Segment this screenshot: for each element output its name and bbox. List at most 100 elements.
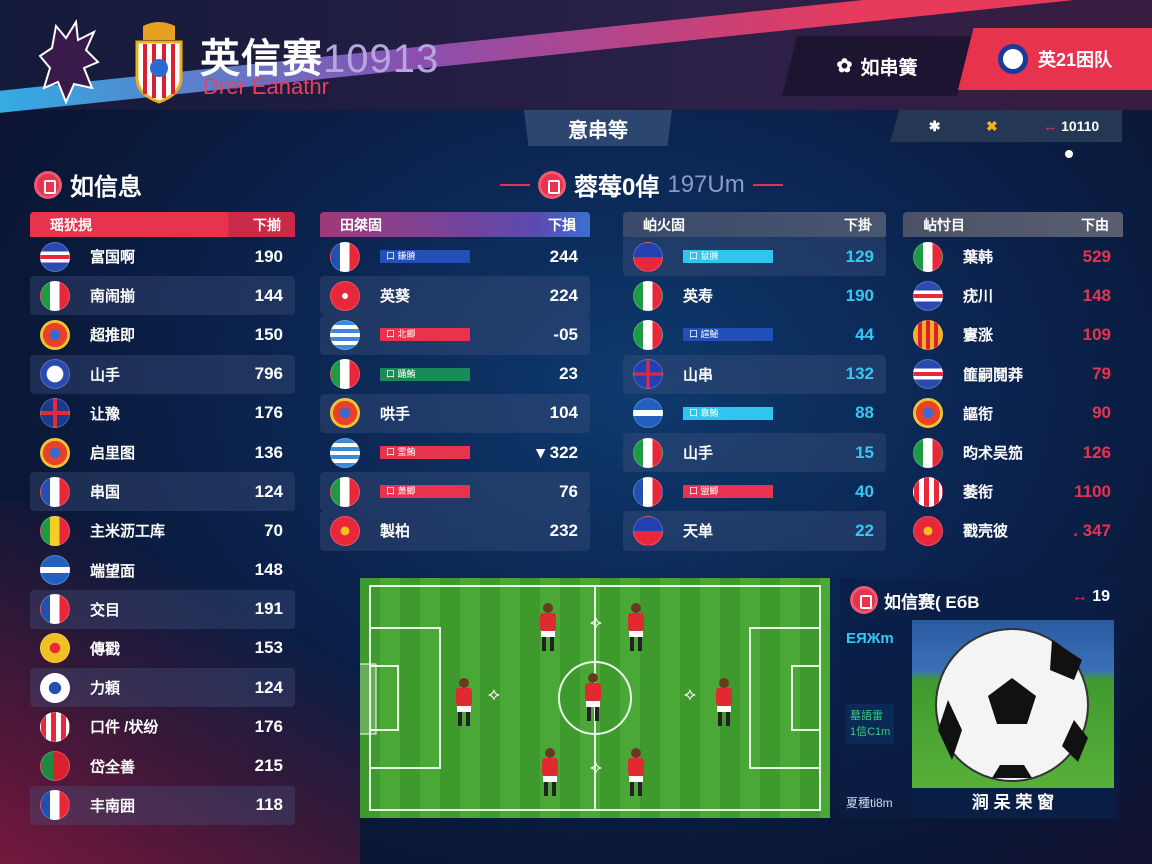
table-row[interactable]: 主米沥工库 70 <box>30 511 295 550</box>
table-row[interactable]: 萎衔 1100 <box>903 472 1123 511</box>
player-figure[interactable] <box>585 673 601 721</box>
arrows-icon[interactable]: ↔ 10110 <box>1043 118 1100 134</box>
table-row[interactable]: 口 靠鮪 88 <box>623 394 886 433</box>
crest-flag-icon <box>40 437 70 468</box>
bar-label: 口 萧鯽 <box>380 485 470 499</box>
table-row[interactable]: 英葵 224 <box>320 276 590 316</box>
player-figure[interactable] <box>542 748 558 796</box>
row-name: 岱全善 <box>90 758 136 776</box>
formation-pitch[interactable]: ⟡ ⟡ ⟡ ⟡ <box>360 578 830 818</box>
table-row[interactable]: 岱全善 215 <box>30 746 295 785</box>
table-header-right[interactable]: 下掛 <box>844 216 872 233</box>
player-figure[interactable] <box>628 748 644 796</box>
table-row[interactable]: 超推即 150 <box>30 315 295 354</box>
tools-icon[interactable]: ✖ <box>985 117 998 134</box>
red-stripes-flag-icon <box>40 711 70 742</box>
indicator-dot <box>1065 150 1073 158</box>
league-logo <box>38 19 100 104</box>
table-row[interactable]: 南闹揃 144 <box>30 276 295 316</box>
title-number: 10913 <box>323 37 440 81</box>
table-row[interactable]: 让豫 176 <box>30 394 295 433</box>
table-row[interactable]: 力頼 124 <box>30 668 295 708</box>
table-row[interactable]: 篚嗣鬩莽 79 <box>903 355 1123 394</box>
info-label-green-2: 1信C1m <box>850 726 891 738</box>
boots-icon: ⟡ <box>684 684 696 705</box>
player-figure[interactable] <box>716 678 732 726</box>
table-header: 岶火固 下掛 <box>623 212 886 237</box>
table-row[interactable]: 戳壳彼 . 347 <box>903 511 1123 550</box>
row-value: 104 <box>549 403 578 423</box>
row-value: 224 <box>549 285 578 305</box>
table-header-label: 田桀固 <box>340 216 382 233</box>
divider <box>752 183 783 186</box>
player-figure[interactable] <box>456 678 472 726</box>
table-row[interactable]: 口 北鯽 -05 <box>320 315 590 355</box>
table-row[interactable]: 葉韩 529 <box>903 237 1123 276</box>
table-row[interactable]: 傳戳 153 <box>30 629 295 668</box>
table-header-right[interactable]: 下由 <box>1081 216 1109 233</box>
table-row[interactable]: 口件 /状纷 176 <box>30 707 295 746</box>
table-row[interactable]: 口 霊鮪 ▾ 322 <box>320 433 590 472</box>
row-value: . 347 <box>1073 520 1111 540</box>
swiss-flag-icon <box>330 280 360 311</box>
table-row[interactable]: 口 鼠膌 129 <box>623 237 886 277</box>
table-row[interactable]: 口 萧鯽 76 <box>320 472 590 512</box>
info-panel-title: 如信赛( ЕбВ <box>884 592 980 612</box>
italy-flag-icon <box>633 437 663 468</box>
table-row[interactable]: 昀术吴笳 126 <box>903 433 1123 472</box>
table-row[interactable]: 交目 191 <box>30 589 295 629</box>
table-row[interactable]: 寠涨 109 <box>903 315 1123 354</box>
table-row[interactable]: 天单 22 <box>623 511 886 551</box>
gear-icon[interactable]: ✱ <box>928 117 941 134</box>
table-row[interactable]: 口 諠鮅 44 <box>623 315 886 354</box>
player-figure[interactable] <box>540 603 556 651</box>
divider <box>500 183 530 186</box>
row-name: 山串 <box>683 366 714 384</box>
info-panel: 如信赛( ЕбВ ↔ 19 ЕЯЖm 墓語雷 1信C1m 夏種ti8m 涧 呆 荣… <box>840 578 1120 818</box>
row-value: 124 <box>254 481 283 501</box>
table-row[interactable]: 哄手 104 <box>320 393 590 433</box>
row-value: 70 <box>264 520 283 540</box>
center-banner[interactable]: 意串等 <box>524 110 672 146</box>
table-row[interactable]: 山手 15 <box>623 432 886 473</box>
row-name: 製柏 <box>380 523 411 541</box>
blue-red-stripes-flag-icon <box>40 241 70 272</box>
row-name: 哄手 <box>380 405 411 423</box>
table-header-right[interactable]: 下揃 <box>253 216 281 233</box>
table-header: 田桀固 下損 <box>320 212 590 237</box>
tab-team[interactable]: 英21困队 <box>958 28 1152 90</box>
france-flag-icon <box>40 476 70 507</box>
section-left-label: 如信息 <box>70 174 142 201</box>
crest-flag-icon <box>330 398 360 429</box>
table-row[interactable]: 山串 132 <box>623 354 886 394</box>
italy-flag-icon <box>330 359 360 390</box>
section-center-title: 蓉莓0倬 197Um <box>500 167 783 202</box>
table-row[interactable]: 口 盟鯽 40 <box>623 472 886 511</box>
player-figure[interactable] <box>628 603 644 651</box>
table-2: 田桀固 下損口 鎌膌 244 英葵 224 口 北鯽 -05 口 踊鮪 23 哄手 104 口 霊鮪 ▾… <box>320 212 590 551</box>
row-name: 葉韩 <box>963 249 994 267</box>
table-row[interactable]: 启里图 136 <box>30 433 295 472</box>
ball-icon <box>997 44 1028 74</box>
portugal-flag-icon <box>40 751 70 782</box>
blue-red-stripes-flag-icon <box>913 359 943 390</box>
tab-dark[interactable]: ✿ 如串簧 <box>782 36 972 96</box>
table-row[interactable]: 口 鎌膌 244 <box>320 237 590 276</box>
table-row[interactable]: 串国 124 <box>30 472 295 512</box>
boots-icon: ⟡ <box>488 684 500 705</box>
table-row[interactable]: 端望面 148 <box>30 551 295 590</box>
gear-icon: ✿ <box>836 55 853 77</box>
row-value: 124 <box>254 677 283 697</box>
table-row[interactable]: 英寿 190 <box>623 276 886 315</box>
table-header-right[interactable]: 下損 <box>548 216 576 233</box>
row-value: 176 <box>254 403 283 423</box>
table-row[interactable]: 丰南囲 118 <box>30 785 295 825</box>
table-row[interactable]: 疣川 148 <box>903 276 1123 315</box>
bar-label: 口 鎌膌 <box>380 250 470 264</box>
table-row[interactable]: 謳衔 90 <box>903 394 1123 433</box>
table-row[interactable]: 口 踊鮪 23 <box>320 355 590 394</box>
table-row[interactable]: 製柏 232 <box>320 511 590 551</box>
table-row[interactable]: 富国啊 190 <box>30 237 295 276</box>
info-caption: 涧 呆 荣 窗 <box>912 788 1114 818</box>
table-row[interactable]: 山手 796 <box>30 354 295 394</box>
